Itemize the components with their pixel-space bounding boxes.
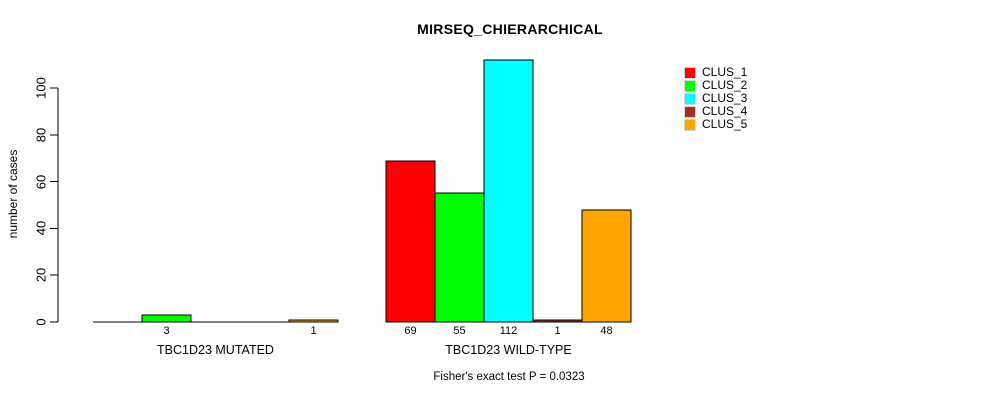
legend-swatch-clus-2 <box>684 79 696 92</box>
y-tick-label-1: 20 <box>33 267 49 283</box>
legend-swatch-clus-5 <box>684 118 696 131</box>
legend-item-clus-5: CLUS_5 <box>684 118 747 131</box>
legend-item-clus-3: CLUS_3 <box>684 92 747 105</box>
legend-swatch-clus-4 <box>684 105 696 118</box>
y-tick-label-0: 0 <box>33 318 49 326</box>
x-category-label-0: TBC1D23 MUTATED <box>157 343 274 357</box>
bar-value-label: 1 <box>554 325 561 337</box>
bar-value-label: 3 <box>163 325 170 337</box>
bar-value-label: 69 <box>404 325 417 337</box>
legend-label-clus-5: CLUS_5 <box>702 117 748 131</box>
bar-clus_4-group1 <box>532 319 583 323</box>
bar-clus_3-group1 <box>483 59 534 323</box>
bar-clus_1-group1 <box>385 160 436 323</box>
chart-title: MIRSEQ_CHIERARCHICAL <box>417 21 603 37</box>
x-category-label-1: TBC1D23 WILD-TYPE <box>445 343 572 357</box>
legend: CLUS_1 CLUS_2 CLUS_3 CLUS_4 CLUS_5 <box>684 66 747 131</box>
y-tick-label-4: 80 <box>33 127 49 143</box>
bar-clus_5-group1 <box>581 209 632 323</box>
y-tick-label-2: 40 <box>33 221 49 236</box>
legend-label-clus-1: CLUS_1 <box>702 65 748 79</box>
bar-clus_5-group0 <box>288 319 339 323</box>
bar-clus_2-group0 <box>141 314 192 323</box>
legend-item-clus-2: CLUS_2 <box>684 79 747 92</box>
legend-swatch-clus-3 <box>684 92 696 105</box>
bar-value-label: 48 <box>600 325 613 337</box>
bar-clus_2-group1 <box>434 192 485 323</box>
legend-swatch-clus-1 <box>684 66 696 79</box>
legend-label-clus-4: CLUS_4 <box>702 104 748 118</box>
legend-label-clus-2: CLUS_2 <box>702 78 748 92</box>
bar-value-label: 55 <box>453 325 466 337</box>
legend-item-clus-4: CLUS_4 <box>684 105 747 118</box>
legend-label-clus-3: CLUS_3 <box>702 91 748 105</box>
legend-item-clus-1: CLUS_1 <box>684 66 747 79</box>
footnote: Fisher's exact test P = 0.0323 <box>433 371 585 383</box>
y-tick-label-3: 60 <box>33 174 49 189</box>
y-tick-label-5: 100 <box>33 77 49 99</box>
bar-value-label: 1 <box>310 325 317 337</box>
bar-value-label: 112 <box>499 325 518 337</box>
